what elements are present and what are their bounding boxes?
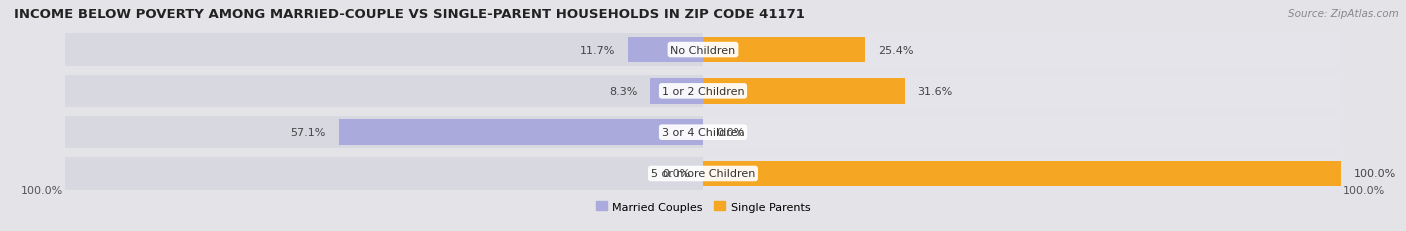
Text: 25.4%: 25.4% bbox=[877, 45, 914, 55]
Text: Source: ZipAtlas.com: Source: ZipAtlas.com bbox=[1288, 9, 1399, 19]
Text: 31.6%: 31.6% bbox=[917, 86, 953, 97]
Bar bbox=[65, 34, 703, 66]
Text: No Children: No Children bbox=[671, 45, 735, 55]
Bar bbox=[703, 76, 1341, 107]
Text: 5 or more Children: 5 or more Children bbox=[651, 169, 755, 179]
Text: INCOME BELOW POVERTY AMONG MARRIED-COUPLE VS SINGLE-PARENT HOUSEHOLDS IN ZIP COD: INCOME BELOW POVERTY AMONG MARRIED-COUPL… bbox=[14, 8, 804, 21]
Bar bbox=[628, 38, 703, 63]
Bar bbox=[703, 161, 1341, 186]
Text: 100.0%: 100.0% bbox=[1354, 169, 1396, 179]
Bar bbox=[65, 158, 703, 190]
Bar bbox=[703, 34, 1341, 66]
Bar bbox=[703, 158, 1341, 190]
Text: 57.1%: 57.1% bbox=[291, 128, 326, 138]
Text: 11.7%: 11.7% bbox=[581, 45, 616, 55]
Text: 0.0%: 0.0% bbox=[662, 169, 690, 179]
Bar bbox=[703, 38, 865, 63]
Text: 0.0%: 0.0% bbox=[716, 128, 744, 138]
Bar bbox=[703, 117, 1341, 149]
Text: 100.0%: 100.0% bbox=[1343, 185, 1385, 195]
Text: 3 or 4 Children: 3 or 4 Children bbox=[662, 128, 744, 138]
Text: 100.0%: 100.0% bbox=[21, 185, 63, 195]
Legend: Married Couples, Single Parents: Married Couples, Single Parents bbox=[592, 197, 814, 216]
Bar bbox=[703, 79, 904, 104]
Bar bbox=[65, 76, 703, 107]
Text: 1 or 2 Children: 1 or 2 Children bbox=[662, 86, 744, 97]
Bar bbox=[339, 120, 703, 145]
Bar bbox=[65, 117, 703, 149]
Text: 8.3%: 8.3% bbox=[609, 86, 637, 97]
Bar bbox=[650, 79, 703, 104]
